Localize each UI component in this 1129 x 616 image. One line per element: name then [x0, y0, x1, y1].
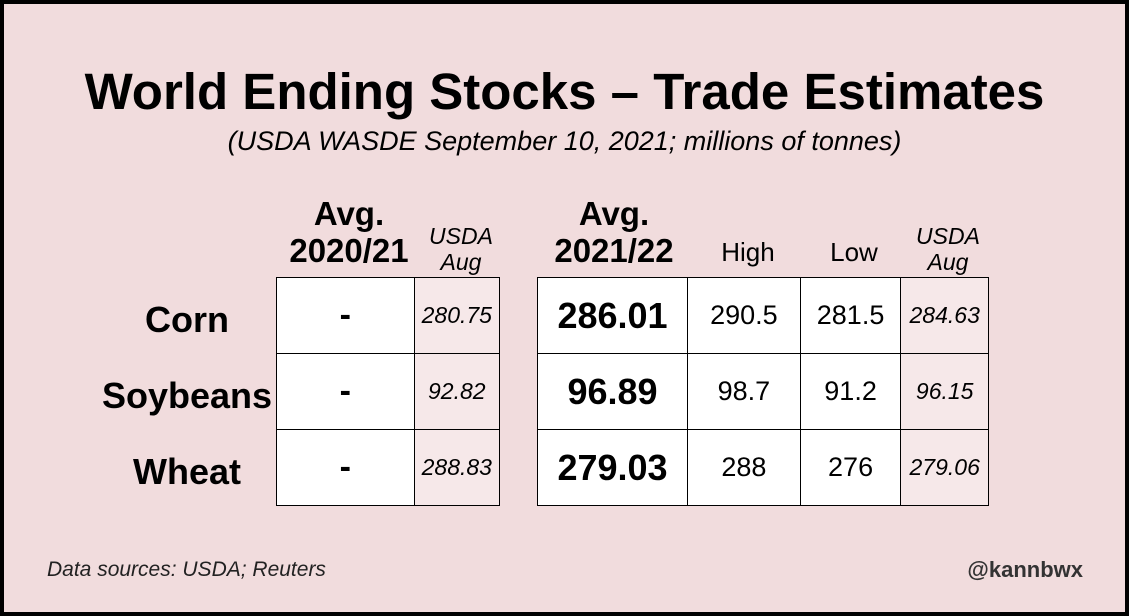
data-sources-note: Data sources: USDA; Reuters: [47, 558, 326, 581]
header-avg-2021-22-line1: Avg.: [578, 195, 650, 232]
table-row: - 92.82: [276, 353, 501, 430]
row-label-wheat: Wheat: [133, 451, 241, 492]
table-2020-21: - 280.75 - 92.82 - 288.83: [276, 277, 501, 506]
cell-corn-low: 281.5: [799, 277, 902, 354]
header-usda-aug-2021-22-line2: Aug: [927, 249, 969, 276]
cell-wheat-low: 276: [799, 429, 902, 506]
table-2021-22: 286.01 290.5 281.5 284.63 96.89 98.7 91.…: [537, 277, 989, 506]
header-avg-2020-21-line1: Avg.: [313, 195, 385, 232]
cell-soybeans-avg-2020-21: -: [276, 353, 415, 430]
row-label-soybeans: Soybeans: [101, 375, 273, 416]
page-title: World Ending Stocks – Trade Estimates: [84, 63, 1045, 120]
page-subtitle: (USDA WASDE September 10, 2021; millions…: [227, 126, 902, 156]
table-row: 279.03 288 276 279.06: [537, 429, 989, 506]
cell-corn-usda-aug-2020-21: 280.75: [413, 277, 501, 354]
header-avg-2020-21: Avg. 2020/21: [274, 195, 424, 270]
table-row: 286.01 290.5 281.5 284.63: [537, 277, 989, 354]
cell-soybeans-avg-2021-22: 96.89: [537, 353, 688, 430]
header-usda-aug-2020-21-line2: Aug: [440, 249, 482, 276]
table-row: - 280.75: [276, 277, 501, 354]
cell-wheat-avg-2020-21: -: [276, 429, 415, 506]
header-high: High: [721, 237, 775, 267]
header-usda-aug-2021-22: USDA Aug: [903, 223, 993, 276]
header-usda-aug-2021-22-line1: USDA: [916, 223, 980, 249]
table-row: - 288.83: [276, 429, 501, 506]
cell-wheat-usda-aug-2021-22: 279.06: [900, 429, 989, 506]
cell-corn-avg-2021-22: 286.01: [537, 277, 688, 354]
cell-soybeans-low: 91.2: [799, 353, 902, 430]
cell-corn-usda-aug-2021-22: 284.63: [900, 277, 989, 354]
header-usda-aug-2020-21-line1: USDA: [429, 223, 493, 249]
cell-wheat-high: 288: [686, 429, 801, 506]
table-row: 96.89 98.7 91.2 96.15: [537, 353, 989, 430]
cell-wheat-usda-aug-2020-21: 288.83: [413, 429, 501, 506]
author-handle: @kannbwx: [967, 557, 1083, 582]
header-usda-aug-2020-21: USDA Aug: [416, 223, 506, 276]
header-avg-2020-21-line2: 2020/21: [289, 231, 409, 269]
cell-corn-high: 290.5: [686, 277, 801, 354]
cell-corn-avg-2020-21: -: [276, 277, 415, 354]
header-avg-2021-22-line2: 2021/22: [554, 231, 674, 269]
header-avg-2021-22: Avg. 2021/22: [539, 195, 689, 270]
cell-soybeans-usda-aug-2020-21: 92.82: [413, 353, 501, 430]
row-label-corn: Corn: [145, 299, 229, 340]
header-low: Low: [830, 237, 878, 267]
cell-soybeans-high: 98.7: [686, 353, 801, 430]
cell-soybeans-usda-aug-2021-22: 96.15: [900, 353, 989, 430]
cell-wheat-avg-2021-22: 279.03: [537, 429, 688, 506]
